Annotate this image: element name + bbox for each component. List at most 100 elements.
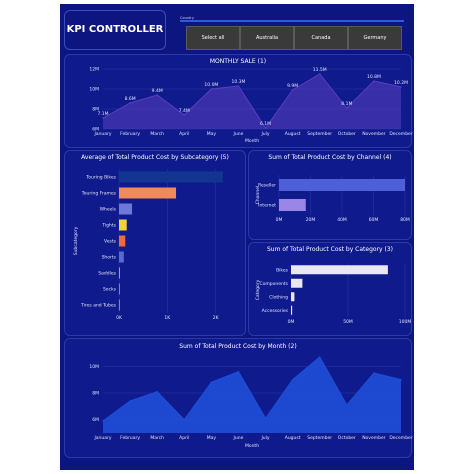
monthly-sale-series-line	[102, 73, 402, 129]
monthly-sale-data-label: 10.0M	[204, 82, 218, 88]
subcategory-x-tick: 1K	[164, 315, 171, 321]
monthly-sale-data-label: 9.9M	[287, 83, 298, 89]
channel-category-label: Internet	[258, 203, 276, 209]
subcategory-category-label: Socks	[103, 287, 117, 293]
channel-x-tick: 40M	[337, 217, 347, 223]
cost-by-month-point	[102, 420, 104, 422]
monthly-sale-point	[400, 86, 402, 88]
subcategory-x-tick: 2K	[213, 315, 220, 321]
slicer-option-australia[interactable]: Australia	[240, 26, 294, 50]
monthly-sale-y-tick: 6M	[92, 127, 99, 133]
cost-by-month-card: Sum of Total Product Cost by Month (2) 6…	[64, 338, 413, 458]
category-x-tick: 0M	[288, 319, 295, 325]
monthly-sale-x-tick: May	[207, 131, 217, 137]
subcategory-category-label: Saddles	[98, 271, 116, 277]
cost-by-month-x-tick: September	[307, 435, 332, 441]
monthly-sale-data-label: 9.4M	[152, 88, 163, 94]
monthly-sale-data-label: 8.6M	[125, 96, 136, 102]
channel-category-label: Reseller	[258, 183, 276, 189]
cost-by-month-x-tick: November	[362, 435, 386, 441]
slicer-option-select-all[interactable]: Select all	[186, 26, 240, 50]
monthly-sale-data-label: 11.5M	[313, 67, 327, 73]
category-bar	[291, 292, 295, 302]
category-category-label: Clothing	[269, 294, 288, 300]
cost-by-month-point	[373, 372, 375, 374]
monthly-sale-x-tick: January	[93, 131, 111, 137]
cost-by-month-x-tick: May	[207, 435, 217, 441]
monthly-sale-point	[237, 85, 240, 87]
monthly-sale-x-tick: June	[233, 131, 244, 137]
monthly-sale-x-tick: August	[285, 131, 301, 137]
slicer-option-canada[interactable]: Canada	[294, 26, 348, 50]
subcategory-bar	[119, 187, 177, 199]
monthly-sale-point	[291, 89, 294, 91]
monthly-sale-y-tick: 10M	[89, 87, 99, 93]
monthly-sale-data-label: 10.8M	[367, 74, 381, 80]
subcategory-category-label: Vests	[104, 239, 117, 245]
country-slicer-bar	[180, 20, 404, 22]
cost-by-month-y-tick: 10M	[89, 364, 99, 370]
channel-x-tick: 80M	[400, 217, 410, 223]
monthly-sale-y-tick: 8M	[92, 107, 99, 113]
cost-by-month-x-axis-label: Month	[245, 443, 259, 449]
monthly-sale-data-label: 10.3M	[232, 79, 246, 85]
monthly-sale-data-label: 10.2M	[394, 80, 408, 86]
cost-by-month-x-tick: June	[233, 435, 244, 441]
channel-y-axis-label: Channel	[255, 186, 261, 204]
cost-by-month-y-tick: 8M	[92, 391, 99, 397]
channel-x-tick: 60M	[369, 217, 379, 223]
channel-bar	[279, 199, 306, 211]
cost-by-month-x-tick: January	[93, 435, 111, 441]
subcategory-x-tick: 0K	[116, 315, 123, 321]
monthly-sale-y-tick: 12M	[89, 67, 99, 73]
monthly-sale-point	[373, 80, 375, 82]
cost-by-month-point	[318, 356, 321, 358]
monthly-sale-x-tick: December	[389, 131, 412, 137]
category-chart: 0M 50M 100M Bikes Components Clothing Accessor…	[255, 263, 412, 325]
monthly-sale-x-tick: November	[362, 131, 386, 137]
channel-x-tick: 20M	[306, 217, 316, 223]
category-x-tick: 100M	[399, 319, 412, 325]
monthly-sale-x-tick: April	[179, 131, 189, 137]
subcategory-bar	[119, 283, 120, 295]
subcategory-category-label: Tires and Tubes	[80, 303, 117, 309]
channel-x-tick: 0M	[276, 217, 283, 223]
country-slicer-label: Country	[180, 16, 194, 20]
subcategory-chart: 0K 1K 2K Touring Bikes Touring Frames Wheels T…	[73, 169, 223, 321]
monthly-sale-card: MONTHLY SALE (1) 6M 8M 10M 12M 7.1M 8.6M 9.4M 7…	[64, 54, 413, 148]
monthly-sale-data-label: 7.1M	[97, 111, 108, 117]
slicer-option-germany[interactable]: Germany	[348, 26, 402, 50]
cost-by-month-series-line	[102, 356, 402, 422]
subcategory-category-label: Touring Frames	[81, 191, 117, 197]
monthly-sale-x-axis-label: Month	[245, 138, 259, 144]
category-bar	[291, 305, 293, 315]
monthly-sale-title: MONTHLY SALE (1)	[209, 58, 267, 65]
subcategory-bar	[119, 203, 133, 215]
monthly-sale-x-tick: March	[150, 131, 164, 137]
cost-by-month-area	[103, 357, 401, 433]
cost-by-month-y-tick: 6M	[92, 417, 99, 423]
cost-by-month-point	[346, 404, 348, 406]
category-bar	[291, 265, 388, 275]
channel-card: Sum of Total Product Cost by Channel (4)…	[248, 150, 412, 240]
monthly-sale-point	[318, 73, 321, 75]
monthly-sale-area	[103, 74, 401, 129]
cost-by-month-chart: 6M 8M 10M January February March April May June J…	[89, 356, 413, 449]
monthly-sale-data-label: 7.4M	[179, 108, 190, 114]
title-box: KPI CONTROLLER	[64, 10, 166, 50]
category-x-tick: 50M	[343, 319, 353, 325]
monthly-sale-point	[102, 117, 104, 119]
category-category-label: Accessories	[262, 308, 289, 314]
subcategory-bar	[119, 235, 126, 247]
cost-by-month-x-tick: July	[260, 435, 269, 441]
cost-by-month-x-tick: February	[120, 435, 140, 441]
subcategory-bar	[119, 267, 120, 279]
subcategory-category-label: Touring Bikes	[85, 175, 116, 181]
subcategory-title: Average of Total Product Cost by Subcate…	[81, 154, 229, 161]
cost-by-month-x-tick: March	[150, 435, 164, 441]
monthly-sale-chart: 6M 8M 10M 12M 7.1M 8.6M 9.4M 7.4M 10.0M 10.3M 6.1M…	[89, 67, 412, 145]
monthly-sale-point	[156, 94, 158, 96]
monthly-sale-point	[183, 114, 186, 116]
cost-by-month-point	[237, 370, 240, 373]
subcategory-category-label: Wheels	[100, 207, 117, 213]
